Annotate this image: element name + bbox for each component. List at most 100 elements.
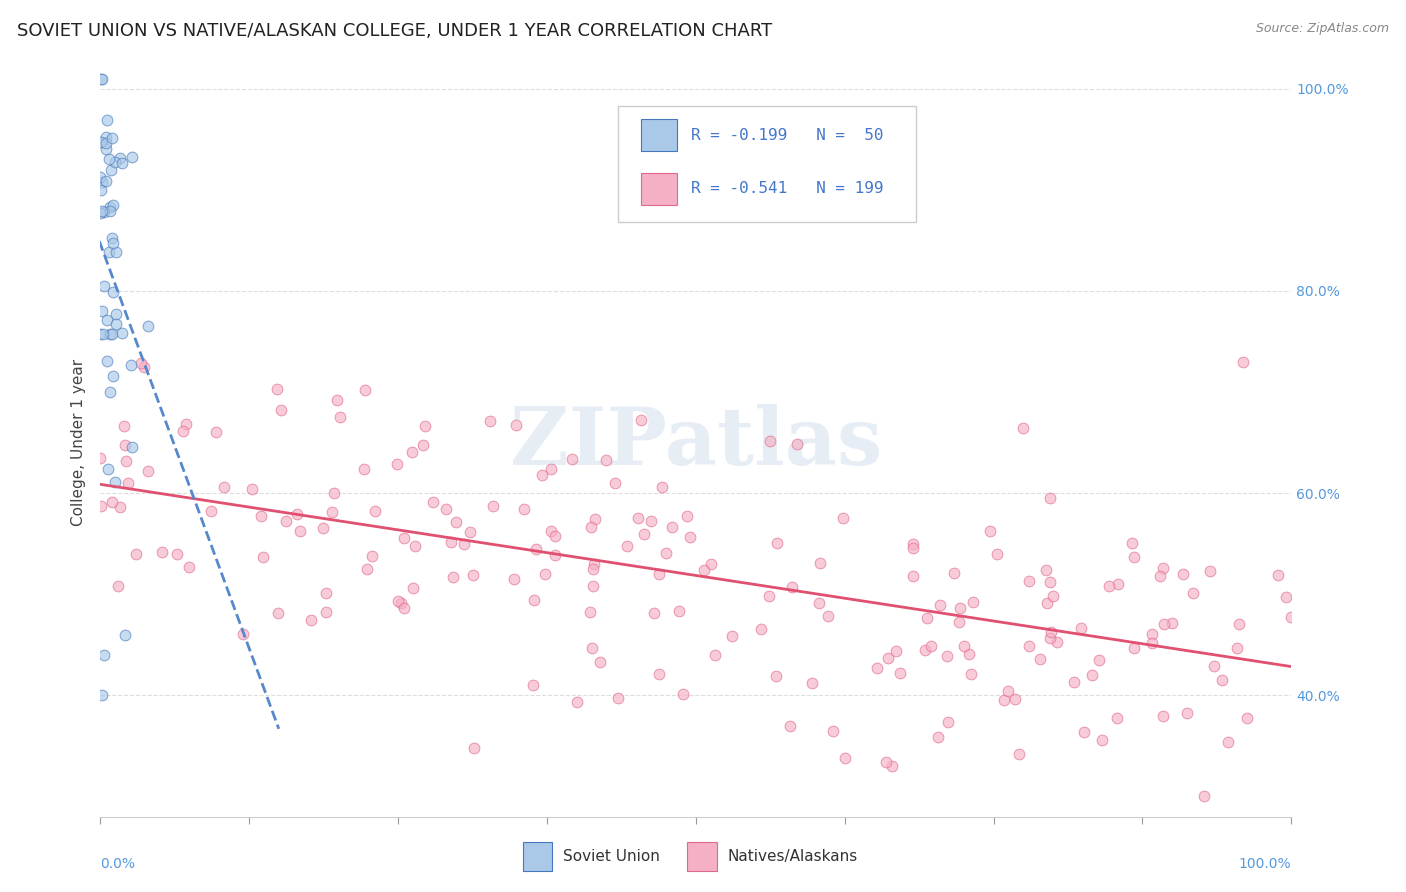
- Point: [413, 419, 436, 434]
- Point: [401, 445, 423, 459]
- Point: [884, 643, 907, 657]
- Point: [1236, 711, 1258, 725]
- Point: [1018, 640, 1040, 654]
- Point: [353, 462, 375, 476]
- Point: [101, 327, 124, 342]
- Point: [392, 601, 415, 615]
- Point: [96, 313, 118, 327]
- Point: [1098, 579, 1121, 593]
- Point: [1073, 725, 1095, 739]
- Bar: [523, 842, 553, 871]
- Point: [807, 596, 830, 610]
- Point: [582, 579, 605, 593]
- Point: [361, 549, 384, 563]
- Point: [1081, 668, 1104, 682]
- Point: [1123, 549, 1146, 564]
- Point: [531, 467, 554, 482]
- Point: [104, 317, 127, 331]
- Point: [1004, 691, 1026, 706]
- Y-axis label: College, Under 1 year: College, Under 1 year: [72, 359, 86, 526]
- Point: [315, 586, 337, 600]
- Point: [98, 200, 121, 214]
- Point: [1161, 615, 1184, 630]
- Point: [91, 688, 114, 702]
- Point: [250, 509, 273, 524]
- Point: [91, 203, 114, 218]
- Point: [90, 304, 112, 318]
- Point: [929, 598, 952, 612]
- Point: [540, 462, 562, 476]
- Point: [288, 524, 311, 538]
- Point: [120, 358, 142, 372]
- Point: [1012, 421, 1035, 435]
- Point: [91, 327, 114, 342]
- Point: [322, 486, 344, 500]
- Point: [270, 402, 292, 417]
- Point: [1216, 735, 1239, 749]
- Point: [661, 520, 683, 534]
- Point: [655, 546, 678, 560]
- Point: [91, 71, 114, 86]
- Point: [651, 480, 673, 494]
- Point: [672, 687, 695, 701]
- Point: [567, 695, 589, 709]
- Point: [595, 453, 617, 467]
- Point: [920, 639, 942, 653]
- Point: [561, 452, 583, 467]
- Point: [522, 677, 544, 691]
- Text: ZIPatlas: ZIPatlas: [509, 403, 882, 482]
- Point: [1063, 675, 1085, 690]
- Point: [412, 438, 434, 452]
- Point: [1039, 491, 1062, 506]
- Text: 100.0%: 100.0%: [1239, 856, 1291, 871]
- Point: [461, 568, 484, 582]
- Point: [901, 541, 924, 555]
- Point: [434, 501, 457, 516]
- Point: [901, 537, 924, 551]
- Point: [817, 608, 839, 623]
- Point: [240, 483, 263, 497]
- Point: [948, 615, 970, 629]
- Point: [993, 693, 1015, 707]
- Point: [605, 475, 627, 490]
- Point: [979, 524, 1001, 538]
- Point: [315, 605, 337, 619]
- Point: [321, 505, 343, 519]
- Point: [1199, 564, 1222, 578]
- Point: [98, 326, 121, 341]
- Point: [177, 560, 200, 574]
- Point: [832, 511, 855, 525]
- Point: [90, 71, 112, 86]
- Point: [1192, 789, 1215, 804]
- Point: [1121, 536, 1143, 550]
- Point: [312, 521, 335, 535]
- Point: [166, 547, 188, 561]
- Point: [1152, 560, 1174, 574]
- Point: [1088, 653, 1111, 667]
- Point: [526, 541, 548, 556]
- FancyBboxPatch shape: [619, 106, 917, 222]
- Point: [96, 112, 118, 127]
- Point: [101, 235, 124, 250]
- Point: [111, 326, 134, 340]
- Point: [103, 368, 125, 383]
- Point: [481, 499, 503, 513]
- Point: [875, 755, 897, 769]
- Point: [121, 150, 143, 164]
- Text: SOVIET UNION VS NATIVE/ALASKAN COLLEGE, UNDER 1 YEAR CORRELATION CHART: SOVIET UNION VS NATIVE/ALASKAN COLLEGE, …: [17, 22, 772, 40]
- Point: [101, 285, 124, 300]
- Point: [821, 724, 844, 739]
- Point: [96, 354, 118, 368]
- Point: [200, 504, 222, 518]
- Point: [329, 409, 352, 424]
- Bar: [641, 120, 676, 151]
- Point: [876, 651, 898, 665]
- Point: [100, 162, 122, 177]
- Point: [104, 244, 127, 259]
- Bar: [641, 173, 676, 204]
- Point: [404, 539, 426, 553]
- Point: [786, 437, 808, 451]
- Point: [1204, 658, 1226, 673]
- Point: [444, 515, 467, 529]
- Point: [720, 629, 742, 643]
